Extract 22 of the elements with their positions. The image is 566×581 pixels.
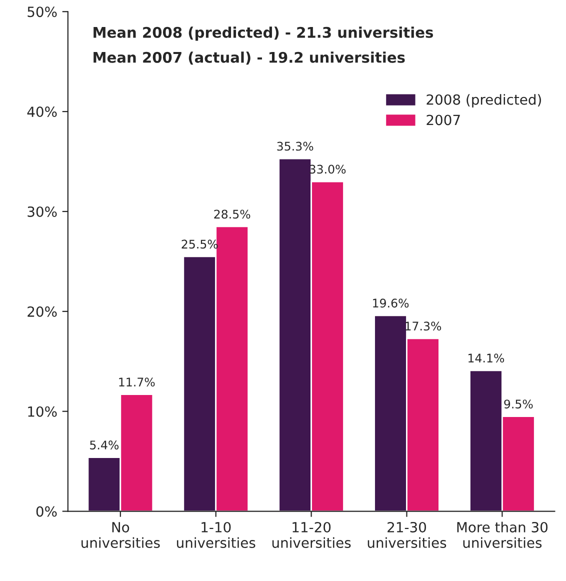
data-label: 35.3% xyxy=(277,142,314,151)
annotation: Mean 2008 (predicted) - 21.3 universities xyxy=(94,26,434,41)
x-tick-label: 11-20 universities xyxy=(272,522,351,548)
x-tick-label: More than 30 universities xyxy=(457,522,548,548)
data-label: 19.6% xyxy=(373,298,409,308)
y-tick-label: 10% xyxy=(28,406,57,417)
y-tick-label: 40% xyxy=(27,106,57,118)
y-tick-label: 50% xyxy=(28,6,57,18)
data-label: 28.5% xyxy=(214,210,250,219)
x-tick-label: 21-30 universities xyxy=(368,522,446,548)
data-label: 9.5% xyxy=(504,400,533,408)
y-tick-label: 20% xyxy=(28,306,57,317)
data-label: 14.1% xyxy=(468,354,504,363)
x-tick-label: No universities xyxy=(82,522,160,548)
annotation: Mean 2007 (actual) - 19.2 universities xyxy=(94,52,405,65)
data-label: 11.7% xyxy=(119,378,155,387)
y-tick-label: 30% xyxy=(28,206,57,217)
y-tick-label: 0% xyxy=(36,506,57,517)
legend-label: 2007 xyxy=(426,114,460,126)
legend-label: 2008 (predicted) xyxy=(426,94,541,108)
data-label: 5.4% xyxy=(90,440,119,450)
x-tick-label: 1-10 universities xyxy=(176,522,256,548)
